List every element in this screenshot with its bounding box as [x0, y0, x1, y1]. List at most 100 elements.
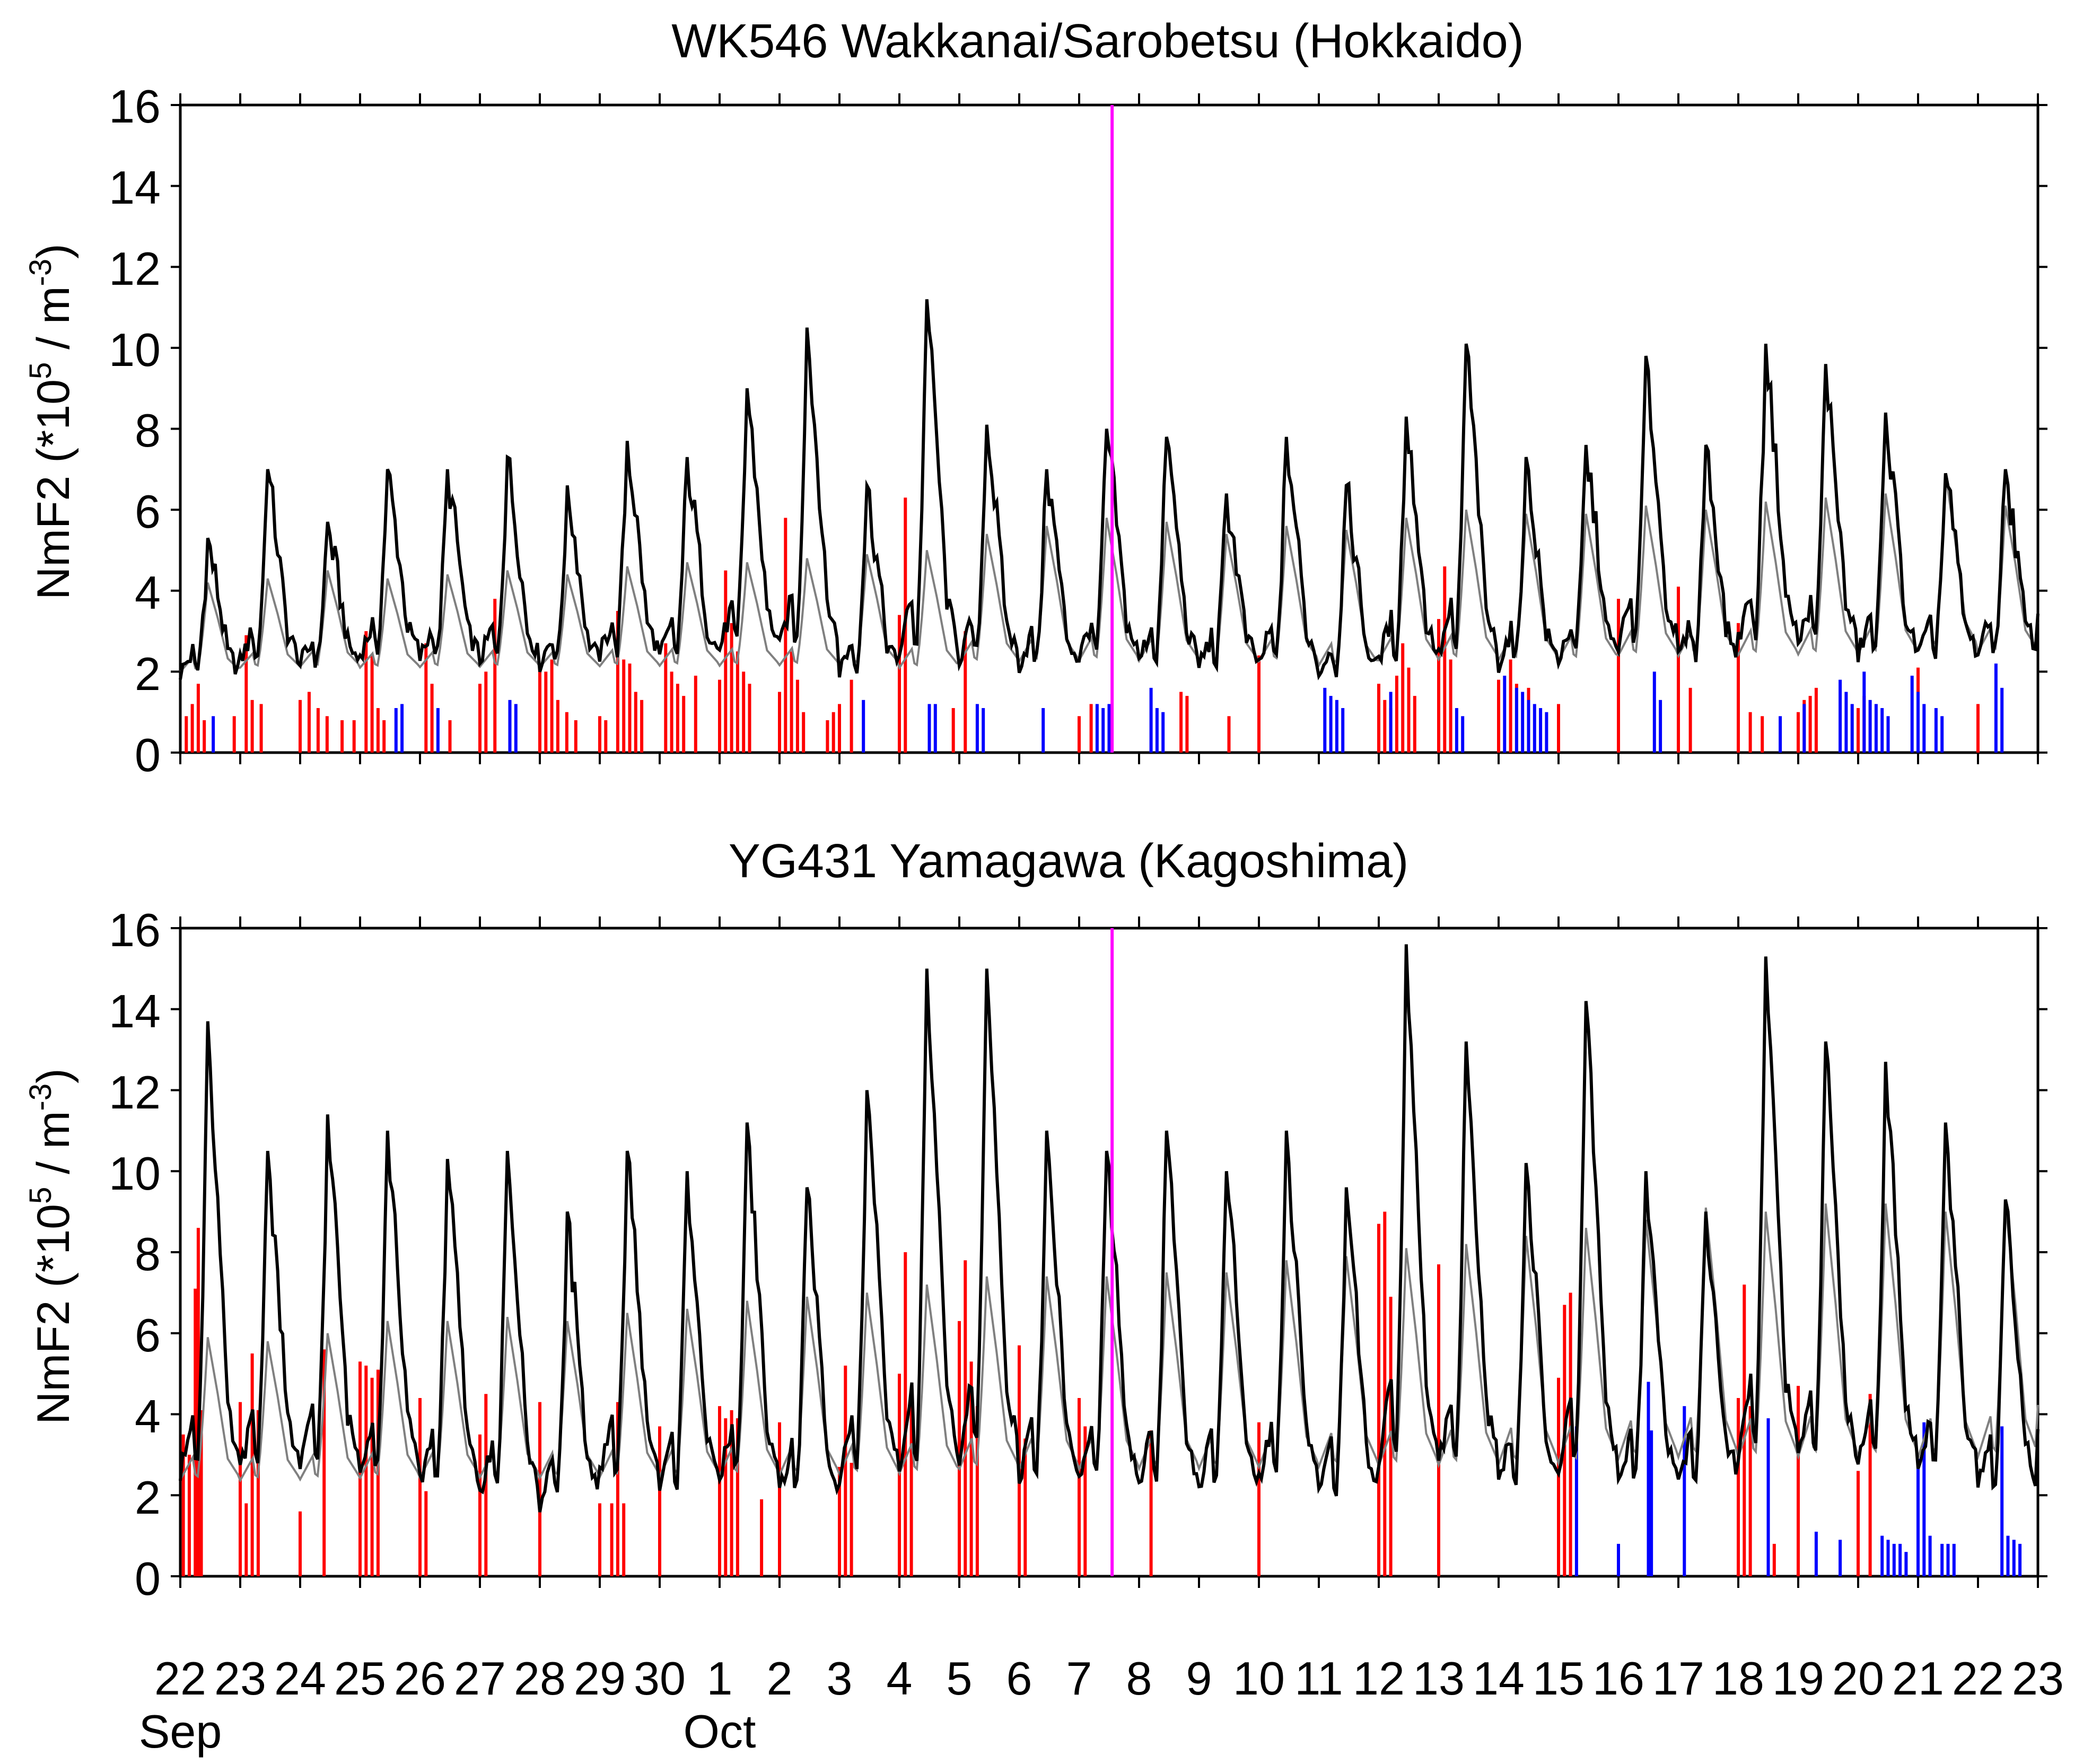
positive-deviation-bar — [244, 635, 248, 753]
positive-deviation-bar — [316, 708, 320, 753]
y-tick-label: 2 — [135, 648, 161, 700]
positive-deviation-bar — [256, 1410, 260, 1576]
negative-deviation-bar — [982, 708, 985, 753]
y-tick-label: 16 — [109, 904, 161, 956]
positive-deviation-bar — [1407, 667, 1411, 753]
negative-deviation-bar — [1533, 704, 1536, 753]
negative-deviation-bar — [1455, 708, 1458, 753]
positive-deviation-bar — [370, 1377, 374, 1576]
y-tick-label: 6 — [135, 485, 161, 538]
negative-deviation-bar — [1868, 700, 1872, 753]
y-tick-label: 10 — [109, 324, 161, 376]
x-tick-label-day: 23 — [2012, 1652, 2064, 1705]
positive-deviation-bar — [1814, 687, 1818, 753]
x-tick-label-day: 29 — [574, 1652, 626, 1705]
positive-deviation-bar — [682, 696, 686, 753]
positive-deviation-bar — [418, 1398, 422, 1576]
positive-deviation-bar — [1078, 716, 1081, 753]
positive-deviation-bar — [1808, 696, 1812, 753]
month-label-oct: Oct — [684, 1705, 756, 1758]
positive-deviation-bar — [795, 679, 799, 753]
x-tick-label-day: 4 — [887, 1652, 913, 1705]
positive-deviation-bar — [838, 704, 841, 753]
positive-deviation-bar — [352, 720, 356, 753]
positive-deviation-bar — [604, 720, 608, 753]
month-label-sep: Sep — [139, 1705, 222, 1758]
positive-deviation-bar — [250, 1353, 254, 1576]
x-tick-label-day: 16 — [1592, 1652, 1644, 1705]
plot-frame — [179, 103, 2040, 754]
positive-deviation-bar — [748, 684, 751, 753]
y-tick-label: 4 — [135, 566, 161, 619]
y-axis-label: NmF2 (*105 / m-3) — [23, 1068, 79, 1425]
x-tick-label-day: 26 — [394, 1652, 446, 1705]
negative-deviation-bar — [1107, 704, 1111, 753]
positive-deviation-bar — [1743, 1285, 1746, 1576]
positive-deviation-bar — [1857, 708, 1860, 753]
negative-deviation-bar — [394, 708, 398, 753]
negative-deviation-bar — [1539, 708, 1543, 753]
positive-deviation-bar — [628, 663, 632, 753]
positive-deviation-bar — [544, 671, 548, 753]
positive-deviation-bar — [616, 1402, 619, 1576]
negative-deviation-bar — [1886, 1540, 1890, 1576]
positive-deviation-bar — [736, 651, 739, 753]
x-tick-label-day: 20 — [1832, 1652, 1884, 1705]
positive-deviation-bar — [622, 659, 626, 753]
negative-deviation-bar — [975, 704, 979, 753]
positive-deviation-bar — [538, 663, 541, 753]
positive-deviation-bar — [1383, 700, 1387, 753]
positive-deviation-bar — [790, 651, 793, 753]
positive-deviation-bar — [634, 692, 637, 753]
negative-deviation-bar — [1910, 676, 1914, 753]
positive-deviation-bar — [844, 1365, 847, 1576]
positive-deviation-bar — [730, 623, 733, 753]
y-tick-label: 14 — [109, 985, 161, 1037]
positive-deviation-bar — [478, 1434, 482, 1576]
positive-deviation-bar — [622, 1503, 626, 1576]
positive-deviation-bar — [1976, 704, 1980, 753]
negative-deviation-bar — [1341, 708, 1345, 753]
positive-deviation-bar — [1179, 692, 1183, 753]
negative-deviation-bar — [1946, 1543, 1950, 1576]
positive-deviation-bar — [1257, 655, 1261, 753]
positive-deviation-bar — [538, 1402, 541, 1576]
positive-deviation-bar — [1857, 1471, 1860, 1576]
positive-deviation-bar — [598, 716, 601, 753]
series-line-reference — [179, 473, 2039, 673]
negative-deviation-bar — [508, 700, 512, 753]
negative-deviation-bar — [1839, 679, 1842, 753]
negative-deviation-bar — [1574, 1426, 1578, 1576]
x-axis-month-labels: Sep Oct — [139, 1705, 756, 1758]
x-tick-label-day: 11 — [1294, 1652, 1343, 1705]
negative-deviation-bar — [1095, 704, 1099, 753]
negative-deviation-bar — [1161, 712, 1165, 753]
x-tick-label-day: 8 — [1126, 1652, 1152, 1705]
positive-deviation-bar — [484, 671, 488, 753]
x-tick-label-day: 28 — [514, 1652, 566, 1705]
positive-deviation-bar — [1377, 1224, 1380, 1576]
negative-deviation-bar — [1952, 1543, 1956, 1576]
positive-deviation-bar — [784, 518, 787, 753]
positive-deviation-bar — [778, 1422, 781, 1576]
negative-deviation-bar — [1940, 716, 1944, 753]
x-tick-label-day: 15 — [1533, 1652, 1585, 1705]
y-tick-label: 8 — [135, 404, 161, 457]
positive-deviation-bar — [232, 716, 236, 753]
x-tick-label-day: 19 — [1772, 1652, 1824, 1705]
positive-deviation-bar — [1737, 623, 1740, 753]
positive-deviation-bar — [550, 659, 554, 753]
positive-deviation-bar — [574, 720, 577, 753]
positive-deviation-bar — [1677, 587, 1680, 753]
positive-deviation-bar — [244, 1503, 248, 1576]
negative-deviation-bar — [1652, 671, 1656, 753]
positive-deviation-bar — [1688, 687, 1692, 753]
positive-deviation-bar — [565, 712, 568, 753]
positive-deviation-bar — [1569, 1293, 1572, 1576]
positive-deviation-bar — [1089, 704, 1093, 753]
positive-deviation-bar — [1185, 696, 1189, 753]
negative-deviation-bar — [212, 716, 215, 753]
positive-deviation-bar — [742, 671, 746, 753]
positive-deviation-bar — [724, 570, 728, 753]
